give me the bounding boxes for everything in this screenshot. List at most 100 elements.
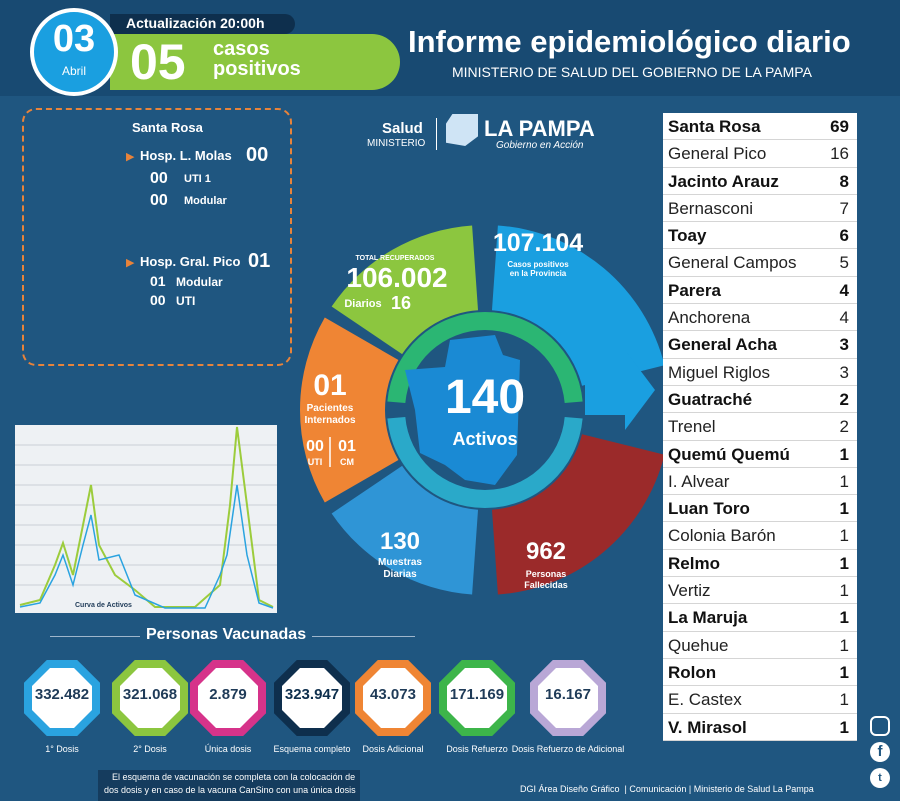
new-cases-label: casos xyxy=(213,38,270,60)
vaccine-badge-inner xyxy=(363,668,423,728)
hospital-value: 01 xyxy=(248,250,271,272)
facebook-icon[interactable]: f xyxy=(870,742,890,762)
title: Informe epidemiológico diario xyxy=(408,24,851,59)
active-label: Activos xyxy=(452,429,517,449)
note: dos dosis y en caso de la vacuna CanSino… xyxy=(104,785,356,795)
vaccine-badge-inner xyxy=(282,668,342,728)
table-row: Vertiz 1 xyxy=(663,577,857,605)
recovered-daily: 16 xyxy=(391,293,411,313)
vaccine-label: Esquema completo xyxy=(273,744,351,754)
vaccine-label: 1° Dosis xyxy=(45,744,79,754)
table-row: Jacinto Arauz 8 xyxy=(663,168,857,195)
curve-label: Curva de Activos xyxy=(75,602,132,609)
uti-label: UTI xyxy=(308,457,323,467)
cases: 3 xyxy=(839,335,849,355)
wheel-segment xyxy=(331,225,479,355)
locality: Luan Toro xyxy=(668,499,750,519)
table-row: General Acha 3 xyxy=(663,331,857,359)
locality: Miguel Riglos xyxy=(668,362,771,382)
vaccine-value: 323.947 xyxy=(284,686,340,703)
twitter-icon[interactable]: t xyxy=(870,768,890,788)
wheel-segment xyxy=(491,434,665,595)
sub-label: Modular xyxy=(184,195,227,207)
table-row: V. Mirasol 1 xyxy=(663,714,857,741)
vaccine-badge-inner xyxy=(447,668,507,728)
vaccine-value: 171.169 xyxy=(449,686,505,703)
wheel: 140 Activos 107.104 Casos positivos en l… xyxy=(300,225,665,595)
locality: Guatraché xyxy=(668,389,753,409)
samples-label: Diarias xyxy=(383,569,417,580)
logo-ministerio: MINISTERIO xyxy=(367,138,426,149)
sub-value: 00 xyxy=(150,192,168,209)
bullet: ▶ xyxy=(126,151,135,163)
logo-province: LA PAMPA xyxy=(484,116,595,141)
sub-label: UTI xyxy=(176,294,196,308)
inner-ring xyxy=(387,416,583,508)
wheel-segment xyxy=(300,317,399,503)
locality: Bernasconi xyxy=(668,198,754,218)
cases: 16 xyxy=(830,144,849,164)
samples-value: 130 xyxy=(380,528,420,555)
table-row: Anchorena 4 xyxy=(663,304,857,332)
hospital-box xyxy=(22,108,292,366)
cases: 1 xyxy=(839,553,849,573)
table-row: E. Castex 1 xyxy=(663,686,857,714)
cases: 1 xyxy=(839,690,849,710)
cases: 2 xyxy=(839,417,849,437)
credit: DGI Área Diseño Gráfico | Comunicación |… xyxy=(520,784,814,794)
subtitle: MINISTERIO DE SALUD DEL GOBIERNO DE LA P… xyxy=(452,64,812,80)
locality: Vertiz xyxy=(668,581,711,601)
table-row: Guatraché 2 xyxy=(663,386,857,414)
cases: 1 xyxy=(839,635,849,655)
vaccine-badge-inner xyxy=(120,668,180,728)
cases: 7 xyxy=(839,198,849,218)
vaccine-label: Única dosis xyxy=(204,744,252,754)
sub-label: Modular xyxy=(176,275,223,289)
new-cases-value: 05 xyxy=(130,34,186,90)
table-row: Rolon 1 xyxy=(663,659,857,687)
province-shape xyxy=(405,335,520,485)
deaths-label: Fallecidas xyxy=(524,580,568,590)
curve-chart: Curva de Activos xyxy=(15,425,277,613)
table-row: Bernasconi 7 xyxy=(663,195,857,223)
vaccine-badge-inner xyxy=(198,668,258,728)
cases: 4 xyxy=(839,308,849,328)
table-row: Santa Rosa 69 xyxy=(663,113,857,141)
vaccine-badge-inner xyxy=(538,668,598,728)
cases: 4 xyxy=(839,280,849,300)
locality: I. Alvear xyxy=(668,471,730,491)
cases: 1 xyxy=(839,471,849,491)
instagram-icon[interactable] xyxy=(870,716,890,736)
table-row: Colonia Barón 1 xyxy=(663,522,857,550)
locality: General Acha xyxy=(668,335,777,355)
locality: Quehue xyxy=(668,635,729,655)
logo-slogan: Gobierno en Acción xyxy=(496,140,584,151)
table-row: I. Alvear 1 xyxy=(663,468,857,496)
samples-label: Muestras xyxy=(378,557,422,568)
date-day: 03 xyxy=(52,18,96,60)
total-value: 107.104 xyxy=(493,229,583,257)
hospitalized-value: 01 xyxy=(313,369,346,402)
cm-value: 01 xyxy=(338,438,356,455)
cases: 1 xyxy=(839,499,849,519)
locality: Relmo xyxy=(668,553,720,573)
logo-map xyxy=(446,114,478,146)
vaccines-title: Personas Vacunadas xyxy=(140,626,313,644)
table-row: Relmo 1 xyxy=(663,550,857,578)
logo-divider xyxy=(436,118,437,150)
vaccine-value: 332.482 xyxy=(34,686,90,703)
logo-salud: Salud xyxy=(382,120,423,137)
vaccine-value: 16.167 xyxy=(545,686,591,703)
vaccine-badge-inner xyxy=(32,668,92,728)
locality: E. Castex xyxy=(668,690,742,710)
localities-table: Santa Rosa 69 General Pico 16 Jacinto Arauz 8… xyxy=(663,113,857,741)
vaccine-value: 2.879 xyxy=(209,686,247,703)
locality: Santa Rosa xyxy=(668,117,761,136)
table-row: La Maruja 1 xyxy=(663,604,857,632)
table-row: General Pico 16 xyxy=(663,140,857,168)
vaccine-label: 2° Dosis xyxy=(133,744,167,754)
locality: V. Mirasol xyxy=(668,717,747,737)
total-label: en la Provincia xyxy=(510,269,567,278)
vaccine-value: 321.068 xyxy=(122,686,178,703)
